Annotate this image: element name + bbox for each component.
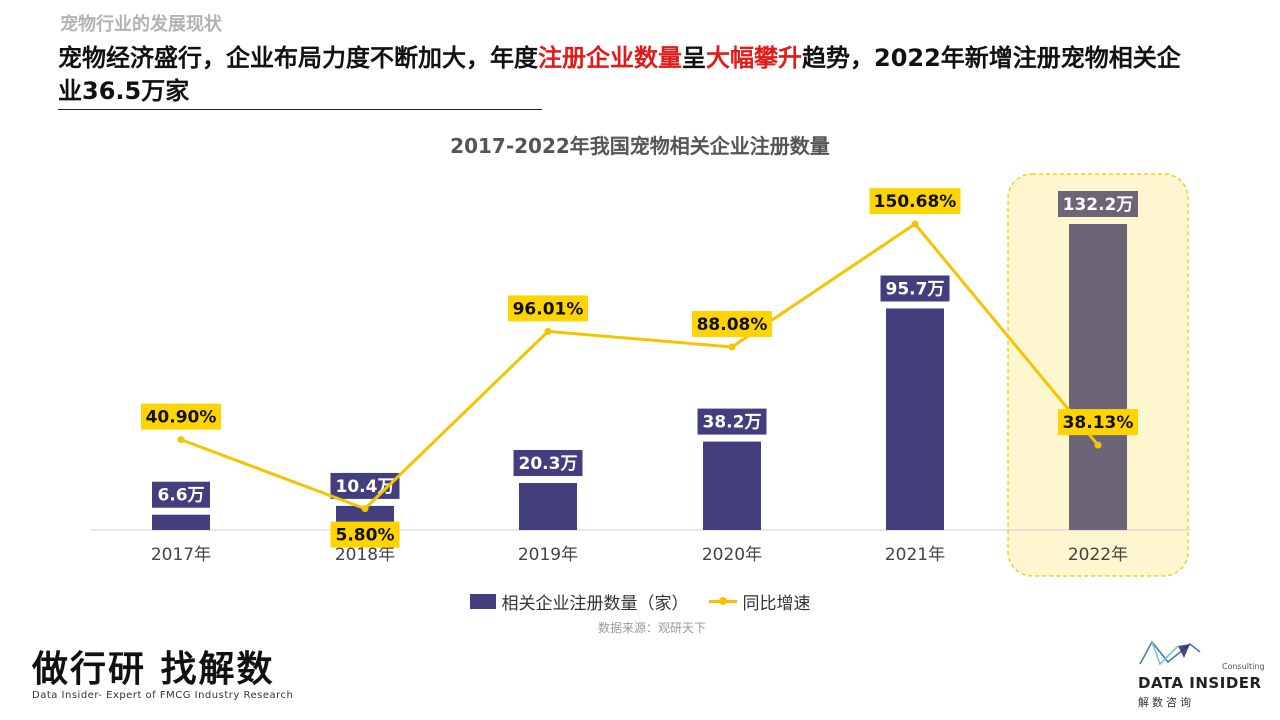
legend-label: 相关企业注册数量（家） (501, 594, 689, 614)
section-title: 宠物行业的发展现状 (60, 14, 222, 35)
headline: 宠物经济盛行，企业布局力度不断加大，年度注册企业数量呈大幅攀升趋势，2022年新… (58, 42, 1198, 108)
growth-value-label: 38.13% (1063, 413, 1134, 433)
growth-value-label: 40.90% (146, 408, 217, 428)
x-tick-label: 2018年 (335, 545, 395, 565)
logo-brand-cn: 解数咨询 (1138, 696, 1194, 709)
headline-divider (58, 109, 542, 110)
growth-value-label-bg (141, 403, 221, 430)
legend-item-bar: 相关企业注册数量（家） (469, 589, 689, 614)
data-source: 数据来源：观研天下 (597, 621, 706, 635)
headline-highlight: 注册企业数量 (538, 44, 682, 72)
headline-text: 趋势，2022年新增注册宠物相关企业36.5万家 (58, 44, 1181, 105)
bar (1069, 224, 1127, 530)
logo-brand: DATA INSIDER (1138, 674, 1262, 692)
bar-value-label: 95.7万 (886, 279, 945, 299)
growth-value-label: 150.68% (874, 192, 957, 212)
legend-bar-swatch (469, 594, 496, 609)
bar-value-label: 20.3万 (519, 454, 578, 474)
data-insider-logo: Consulting DATA INSIDER 解数咨询 (1136, 638, 1266, 712)
bar-value-label: 6.6万 (157, 486, 204, 506)
x-tick-label: 2021年 (885, 545, 945, 565)
bar-value-label-bg (152, 481, 210, 508)
growth-line (180, 221, 1100, 511)
legend-label: 同比增速 (742, 594, 811, 614)
growth-point (177, 436, 185, 444)
growth-value-label-bg (508, 295, 588, 322)
growth-value-label-bg (692, 310, 772, 337)
headline-text: 宠物经济盛行，企业布局力度不断加大，年度 (58, 44, 538, 72)
growth-value-label-bg (1058, 409, 1138, 436)
growth-point (361, 505, 369, 513)
growth-value-label: 88.08% (697, 315, 768, 335)
growth-value-label-bg (869, 188, 961, 214)
bar (519, 483, 577, 530)
growth-point (911, 220, 919, 228)
x-tick-label: 2019年 (518, 545, 578, 565)
growth-value-label-bg (330, 521, 400, 548)
bar-value-label: 132.2万 (1063, 195, 1134, 215)
bar (886, 308, 944, 530)
legend-line-swatch (708, 597, 737, 605)
growth-point (1094, 441, 1102, 449)
slogan: 做行研 找解数 (32, 648, 275, 690)
chart-title: 2017-2022年我国宠物相关企业注册数量 (450, 134, 830, 158)
bar-value-label-bg (513, 450, 583, 477)
x-tick-label: 2020年 (702, 545, 762, 565)
legend-item-line: 同比增速 (708, 589, 811, 614)
chart-legend: 相关企业注册数量（家） 同比增速 (0, 589, 1280, 614)
bar-value-label-bg (697, 408, 767, 435)
slogan-subtitle: Data Insider- Expert of FMCG Industry Re… (32, 690, 294, 701)
logo-mark-icon (1139, 640, 1201, 666)
headline-text: 呈 (682, 44, 706, 72)
growth-point (728, 343, 736, 351)
bar-value-label-bg (880, 275, 950, 302)
growth-value-label: 5.80% (336, 526, 395, 546)
bar-value-label-bg (1058, 191, 1138, 217)
growth-point (544, 327, 552, 335)
x-tick-label: 2022年 (1068, 545, 1128, 565)
bar (152, 514, 210, 530)
bar (703, 441, 761, 530)
headline-highlight: 大幅攀升 (706, 44, 802, 72)
bar-value-label: 10.4万 (336, 477, 395, 497)
bar-value-label: 38.2万 (703, 413, 762, 433)
logo-consulting: Consulting (1222, 662, 1265, 671)
x-tick-label: 2017年 (151, 545, 211, 565)
growth-value-label: 96.01% (513, 299, 584, 319)
